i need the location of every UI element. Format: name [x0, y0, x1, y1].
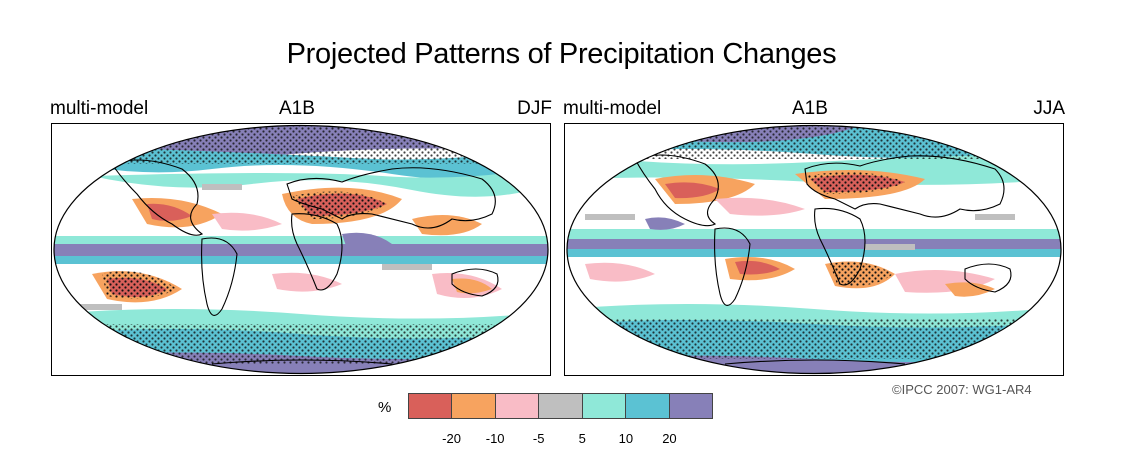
panel-season-label: JJA — [1033, 98, 1065, 119]
colorbar-tick-label: -10 — [485, 431, 505, 446]
map-panel-djf — [51, 123, 551, 376]
precip-map-djf — [53, 124, 549, 375]
colorbar-swatch — [452, 394, 496, 418]
figure-title: Projected Patterns of Precipitation Chan… — [286, 38, 837, 70]
panel-model-label: multi-model — [563, 98, 662, 119]
colorbar-swatch — [539, 394, 583, 418]
panel-labels-djf: multi-model A1B DJF — [50, 98, 552, 122]
copyright-credit: ©IPCC 2007: WG1-AR4 — [892, 382, 1032, 397]
panel-labels-jja: multi-model A1B JJA — [563, 98, 1065, 122]
panel-scenario-label: A1B — [279, 98, 315, 119]
colorbar-swatch — [582, 394, 627, 418]
map-panel-jja — [564, 123, 1064, 376]
colorbar-tick-label: 10 — [618, 431, 634, 446]
precip-map-jja — [566, 124, 1062, 375]
colorbar-tick-label: 5 — [578, 431, 586, 446]
colorbar-swatch — [669, 394, 712, 418]
panel-season-label: DJF — [517, 98, 552, 119]
colorbar — [408, 393, 713, 419]
panel-scenario-label: A1B — [792, 98, 828, 119]
colorbar-tick-label: -5 — [532, 431, 545, 446]
colorbar-swatch — [495, 394, 540, 418]
colorbar-swatch — [409, 394, 453, 418]
colorbar-tick-label: -20 — [442, 431, 461, 446]
colorbar-swatch — [626, 394, 670, 418]
colorbar-unit-label: % — [378, 399, 392, 416]
panel-model-label: multi-model — [50, 98, 149, 119]
colorbar-tick-label: 20 — [662, 431, 677, 446]
